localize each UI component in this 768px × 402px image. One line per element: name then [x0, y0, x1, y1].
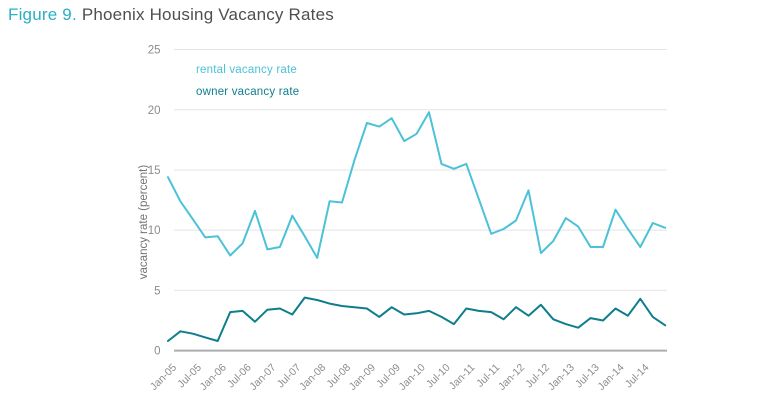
x-tick-label: Jan-07 — [247, 362, 278, 393]
x-tick-label: Jan-06 — [198, 362, 229, 393]
owner-series-line — [167, 296, 667, 342]
x-tick-label: Jan-13 — [546, 362, 577, 393]
legend-item-rental: rental vacancy rate — [196, 64, 297, 76]
x-tick-label: Jan-08 — [297, 362, 328, 393]
y-tick-label: 20 — [148, 105, 161, 117]
legend-item-owner: owner vacancy rate — [196, 86, 300, 98]
x-tick-label: Jan-09 — [347, 362, 378, 393]
rental-series-line — [167, 111, 667, 259]
y-tick-label: 5 — [154, 285, 160, 297]
y-tick-label: 25 — [148, 45, 161, 57]
y-tick-label: 0 — [154, 346, 160, 358]
y-tick-label: 15 — [148, 165, 161, 177]
figure-title: Figure 9. Phoenix Housing Vacancy Rates — [8, 5, 334, 25]
x-tick-label: Jan-10 — [397, 362, 428, 393]
y-tick-label: 10 — [148, 225, 161, 237]
x-tick-label: Jan-12 — [496, 362, 527, 393]
x-tick-label: Jan-11 — [447, 362, 478, 393]
x-tick-label: Jan-05 — [148, 362, 179, 393]
y-axis-title: vacancy rate (percent) — [138, 165, 150, 280]
figure-title-text: Phoenix Housing Vacancy Rates — [81, 5, 334, 24]
x-tick-label: Jul-14 — [623, 362, 652, 391]
x-tick-label: Jan-14 — [595, 362, 626, 393]
figure-label: Figure 9. — [8, 5, 77, 24]
